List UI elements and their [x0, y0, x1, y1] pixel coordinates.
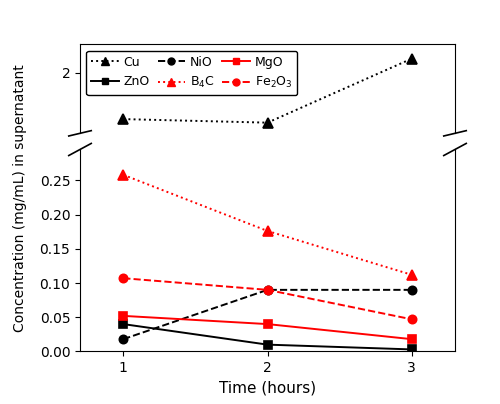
X-axis label: Time (hours): Time (hours)	[219, 381, 316, 396]
Legend: Cu, ZnO, NiO, B$_4$C, MgO, Fe$_2$O$_3$: Cu, ZnO, NiO, B$_4$C, MgO, Fe$_2$O$_3$	[86, 50, 298, 95]
Text: Concentration (mg/mL) in supernatant: Concentration (mg/mL) in supernatant	[13, 64, 27, 332]
